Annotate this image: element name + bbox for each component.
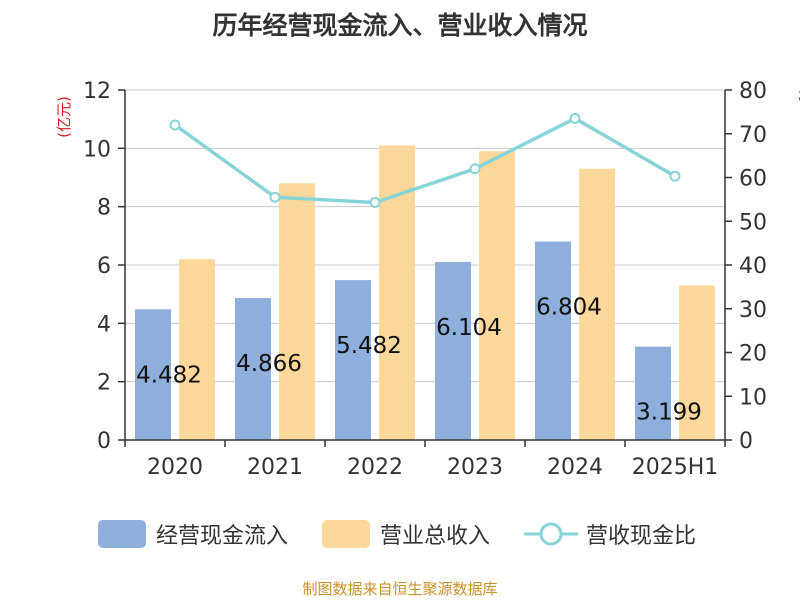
source-note: 制图数据来自恒生聚源数据库 — [302, 580, 498, 598]
x-tick-label-2024: 2024 — [547, 455, 603, 480]
ratio-point-2023 — [469, 163, 481, 175]
y-left-tick-label: 2 — [97, 371, 111, 396]
data-label-cash-inflow-2023: 6.104 — [436, 315, 502, 341]
y-left-tick-label: 8 — [97, 196, 111, 221]
legend-swatch-ratio — [524, 522, 578, 546]
legend-label-cash-inflow: 经营现金流入 — [156, 524, 289, 549]
legend-label-ratio: 营收现金比 — [586, 524, 697, 549]
line-layer — [169, 112, 681, 208]
y-right-tick-label: 30 — [739, 298, 767, 323]
y-right-tick-label: 0 — [739, 429, 753, 454]
data-label-cash-inflow-2025H1: 3.199 — [636, 400, 702, 426]
legend-item-revenue[interactable]: 营业总收入 — [322, 516, 490, 552]
data-label-cash-inflow-2022: 5.482 — [336, 333, 402, 359]
legend-swatch-revenue — [322, 520, 370, 548]
y-axis-right-label: % — [795, 88, 800, 102]
chart-title: 历年经营现金流入、营业收入情况 — [212, 11, 588, 40]
ratio-point-2024 — [569, 112, 581, 124]
bar-cash-inflow-2022 — [335, 280, 371, 440]
bar-cash-inflow-2025H1 — [635, 346, 671, 440]
x-tick-label-2025H1: 2025H1 — [632, 455, 719, 480]
y-right-tick-label: 80 — [739, 79, 767, 104]
bar-revenue-2020 — [179, 259, 215, 440]
x-tick-label-2021: 2021 — [247, 455, 303, 480]
y-right-tick-label: 40 — [739, 254, 767, 279]
x-tick-label-2020: 2020 — [147, 455, 203, 480]
bar-cash-inflow-2024 — [535, 241, 571, 440]
y-left-tick-label: 12 — [83, 79, 111, 104]
bar-revenue-2023 — [479, 151, 515, 440]
ratio-point-2020 — [169, 119, 181, 131]
y-left-tick-label: 10 — [83, 137, 111, 162]
data-label-cash-inflow-2024: 6.804 — [536, 295, 602, 321]
y-right-tick-label: 60 — [739, 167, 767, 192]
bar-cash-inflow-2021 — [235, 298, 271, 440]
legend-item-cash-inflow[interactable]: 经营现金流入 — [98, 516, 288, 552]
ratio-point-2021 — [269, 191, 281, 203]
data-labels: 4.482 4.866 5.482 6.104 6.804 3.199 — [136, 295, 702, 426]
y-axis-left-label: (亿元) — [55, 96, 73, 138]
data-label-cash-inflow-2021: 4.866 — [236, 351, 302, 377]
legend-label-revenue: 营业总收入 — [380, 524, 491, 549]
y-right-tick-label: 20 — [739, 342, 767, 367]
bar-revenue-2025H1 — [679, 285, 715, 440]
y-right-tick-label: 50 — [739, 210, 767, 235]
ratio-point-2022 — [369, 196, 381, 208]
bar-revenue-2021 — [279, 183, 315, 441]
grid-lines — [125, 89, 725, 383]
x-tick-label-2023: 2023 — [447, 455, 503, 480]
y-left-tick-label: 6 — [97, 254, 111, 279]
ratio-line — [173, 116, 676, 205]
y-right-tick-label: 70 — [739, 123, 767, 148]
legend-swatch-cash-inflow — [98, 520, 146, 548]
y-right-tick-label: 10 — [739, 385, 767, 410]
axes: 0 2 4 6 8 10 12 0 10 20 30 40 50 60 70 80 2020 2021 2022 20… — [83, 79, 767, 480]
y-left-tick-label: 4 — [97, 312, 111, 337]
bar-cash-inflow-2023 — [435, 261, 471, 440]
data-label-cash-inflow-2020: 4.482 — [136, 362, 202, 388]
legend-item-ratio[interactable]: 营收现金比 — [522, 516, 696, 552]
bar-layer — [135, 145, 715, 441]
x-tick-label-2022: 2022 — [347, 455, 403, 480]
ratio-point-2025H1 — [669, 170, 681, 182]
bar-revenue-2024 — [579, 168, 615, 440]
bar-cash-inflow-2020 — [135, 309, 171, 440]
y-left-tick-label: 0 — [97, 429, 111, 454]
